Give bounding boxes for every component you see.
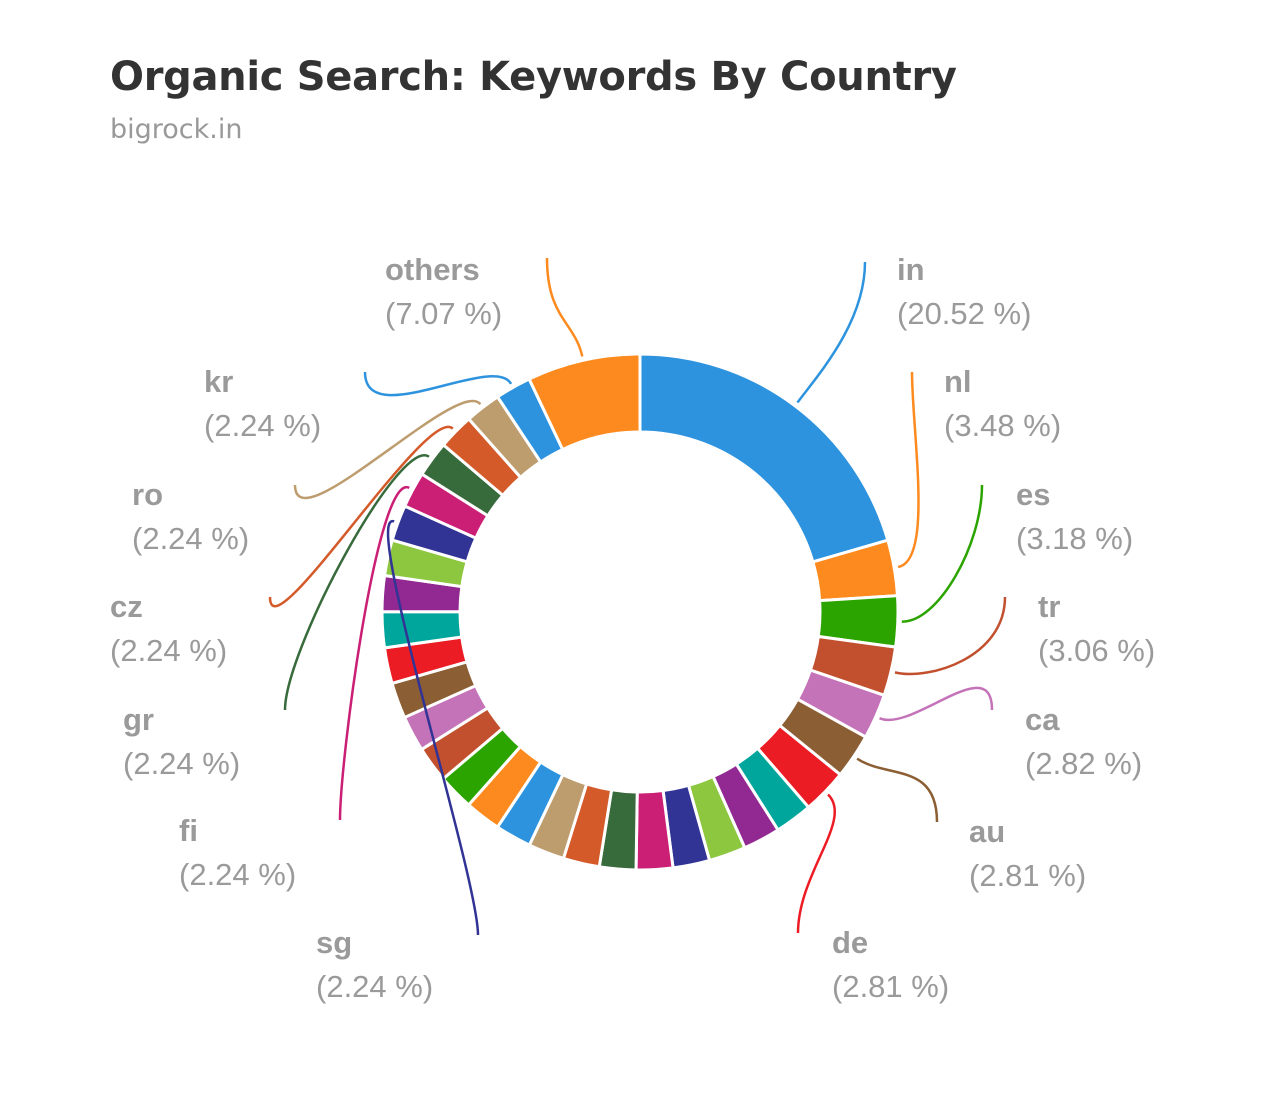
leader-line-tr [894,596,1007,676]
data-label-name: gr [123,702,154,737]
data-label-name: es [1016,477,1050,512]
data-label-name: kr [204,364,233,399]
data-label-name: fi [179,813,198,848]
leader-line-es [901,484,984,623]
data-label-percent: (2.24 %) [110,633,227,668]
data-label-name: de [832,925,868,960]
leader-line-ro [293,400,482,500]
data-label-percent: (2.24 %) [179,857,296,892]
data-label-percent: (20.52 %) [897,296,1031,331]
slice-in[interactable] [638,352,890,564]
leader-line-fi [338,486,410,821]
leader-line-in [796,261,867,404]
leader-line-cz [268,425,454,608]
leader-line-kr [363,371,513,397]
leader-line-gr [283,454,430,711]
data-label-percent: (3.18 %) [1016,521,1133,556]
data-label-percent: (2.24 %) [316,969,433,1004]
chart-subtitle: bigrock.in [110,114,243,145]
data-label-name: tr [1038,589,1060,624]
data-label-name: sg [316,925,352,960]
leader-line-de [796,793,836,934]
chart-title: Organic Search: Keywords By Country [110,54,957,100]
data-label-percent: (3.48 %) [944,408,1061,443]
data-label-name: in [897,252,925,287]
leader-line-ca [879,686,994,722]
data-label-name: cz [110,589,143,624]
data-label-percent: (2.81 %) [832,969,949,1004]
data-label-percent: (2.82 %) [1025,746,1142,781]
leader-line-nl [897,371,920,569]
leader-line-au [856,757,939,823]
leader-line-sg [386,520,480,936]
data-label-percent: (2.24 %) [132,521,249,556]
leader-line-others [545,257,584,357]
data-label-percent: (2.24 %) [123,746,240,781]
data-label-percent: (2.24 %) [204,408,321,443]
data-label-name: au [969,814,1005,849]
data-label-name: ro [132,477,163,512]
data-label-percent: (2.81 %) [969,858,1086,893]
data-label-percent: (7.07 %) [385,296,502,331]
data-label-name: others [385,252,480,287]
data-label-name: ca [1025,702,1060,737]
data-label-name: nl [944,364,972,399]
data-label-percent: (3.06 %) [1038,633,1155,668]
slice-others[interactable] [527,352,642,452]
